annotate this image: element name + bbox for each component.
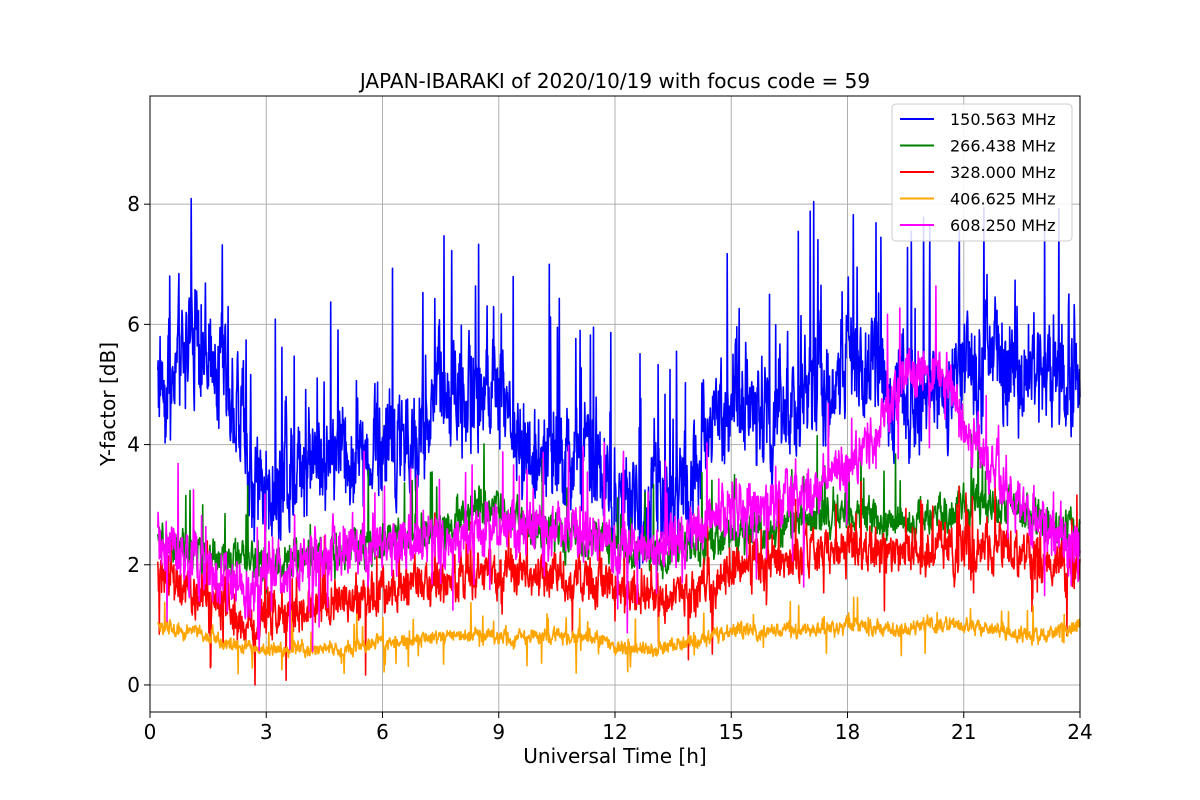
x-tick-label: 21 — [951, 720, 976, 744]
y-axis-label: Y-factor [dB] — [96, 342, 120, 467]
x-tick-label: 15 — [719, 720, 744, 744]
x-tick-label: 9 — [492, 720, 505, 744]
legend-label: 406.625 MHz — [950, 190, 1055, 209]
series-line — [157, 476, 1081, 686]
series-line — [157, 197, 1081, 570]
x-tick-label: 18 — [835, 720, 860, 744]
series-lines — [157, 197, 1081, 686]
y-tick-label: 0 — [127, 673, 140, 697]
chart-title: JAPAN-IBARAKI of 2020/10/19 with focus c… — [358, 69, 870, 93]
x-axis-label: Universal Time [h] — [523, 744, 706, 768]
y-tick-label: 6 — [127, 312, 140, 336]
series-line — [157, 596, 1081, 675]
legend-label: 608.250 MHz — [950, 216, 1055, 235]
legend-label: 150.563 MHz — [950, 110, 1055, 129]
y-tick-label: 8 — [127, 192, 140, 216]
legend-box — [891, 103, 1073, 242]
legend: 150.563 MHz 266.438 MHz 328.000 MHz 406.625… — [891, 103, 1073, 242]
y-tick-label: 4 — [127, 433, 140, 457]
legend-label: 266.438 MHz — [950, 137, 1055, 156]
x-tick-label: 3 — [260, 720, 273, 744]
y-tick-label: 2 — [127, 553, 140, 577]
x-tick-label: 0 — [144, 720, 157, 744]
x-tick-label: 12 — [602, 720, 627, 744]
series-line — [157, 285, 1081, 653]
x-tick-label: 24 — [1067, 720, 1092, 744]
legend-label: 328.000 MHz — [950, 163, 1055, 182]
x-tick-label: 6 — [376, 720, 389, 744]
